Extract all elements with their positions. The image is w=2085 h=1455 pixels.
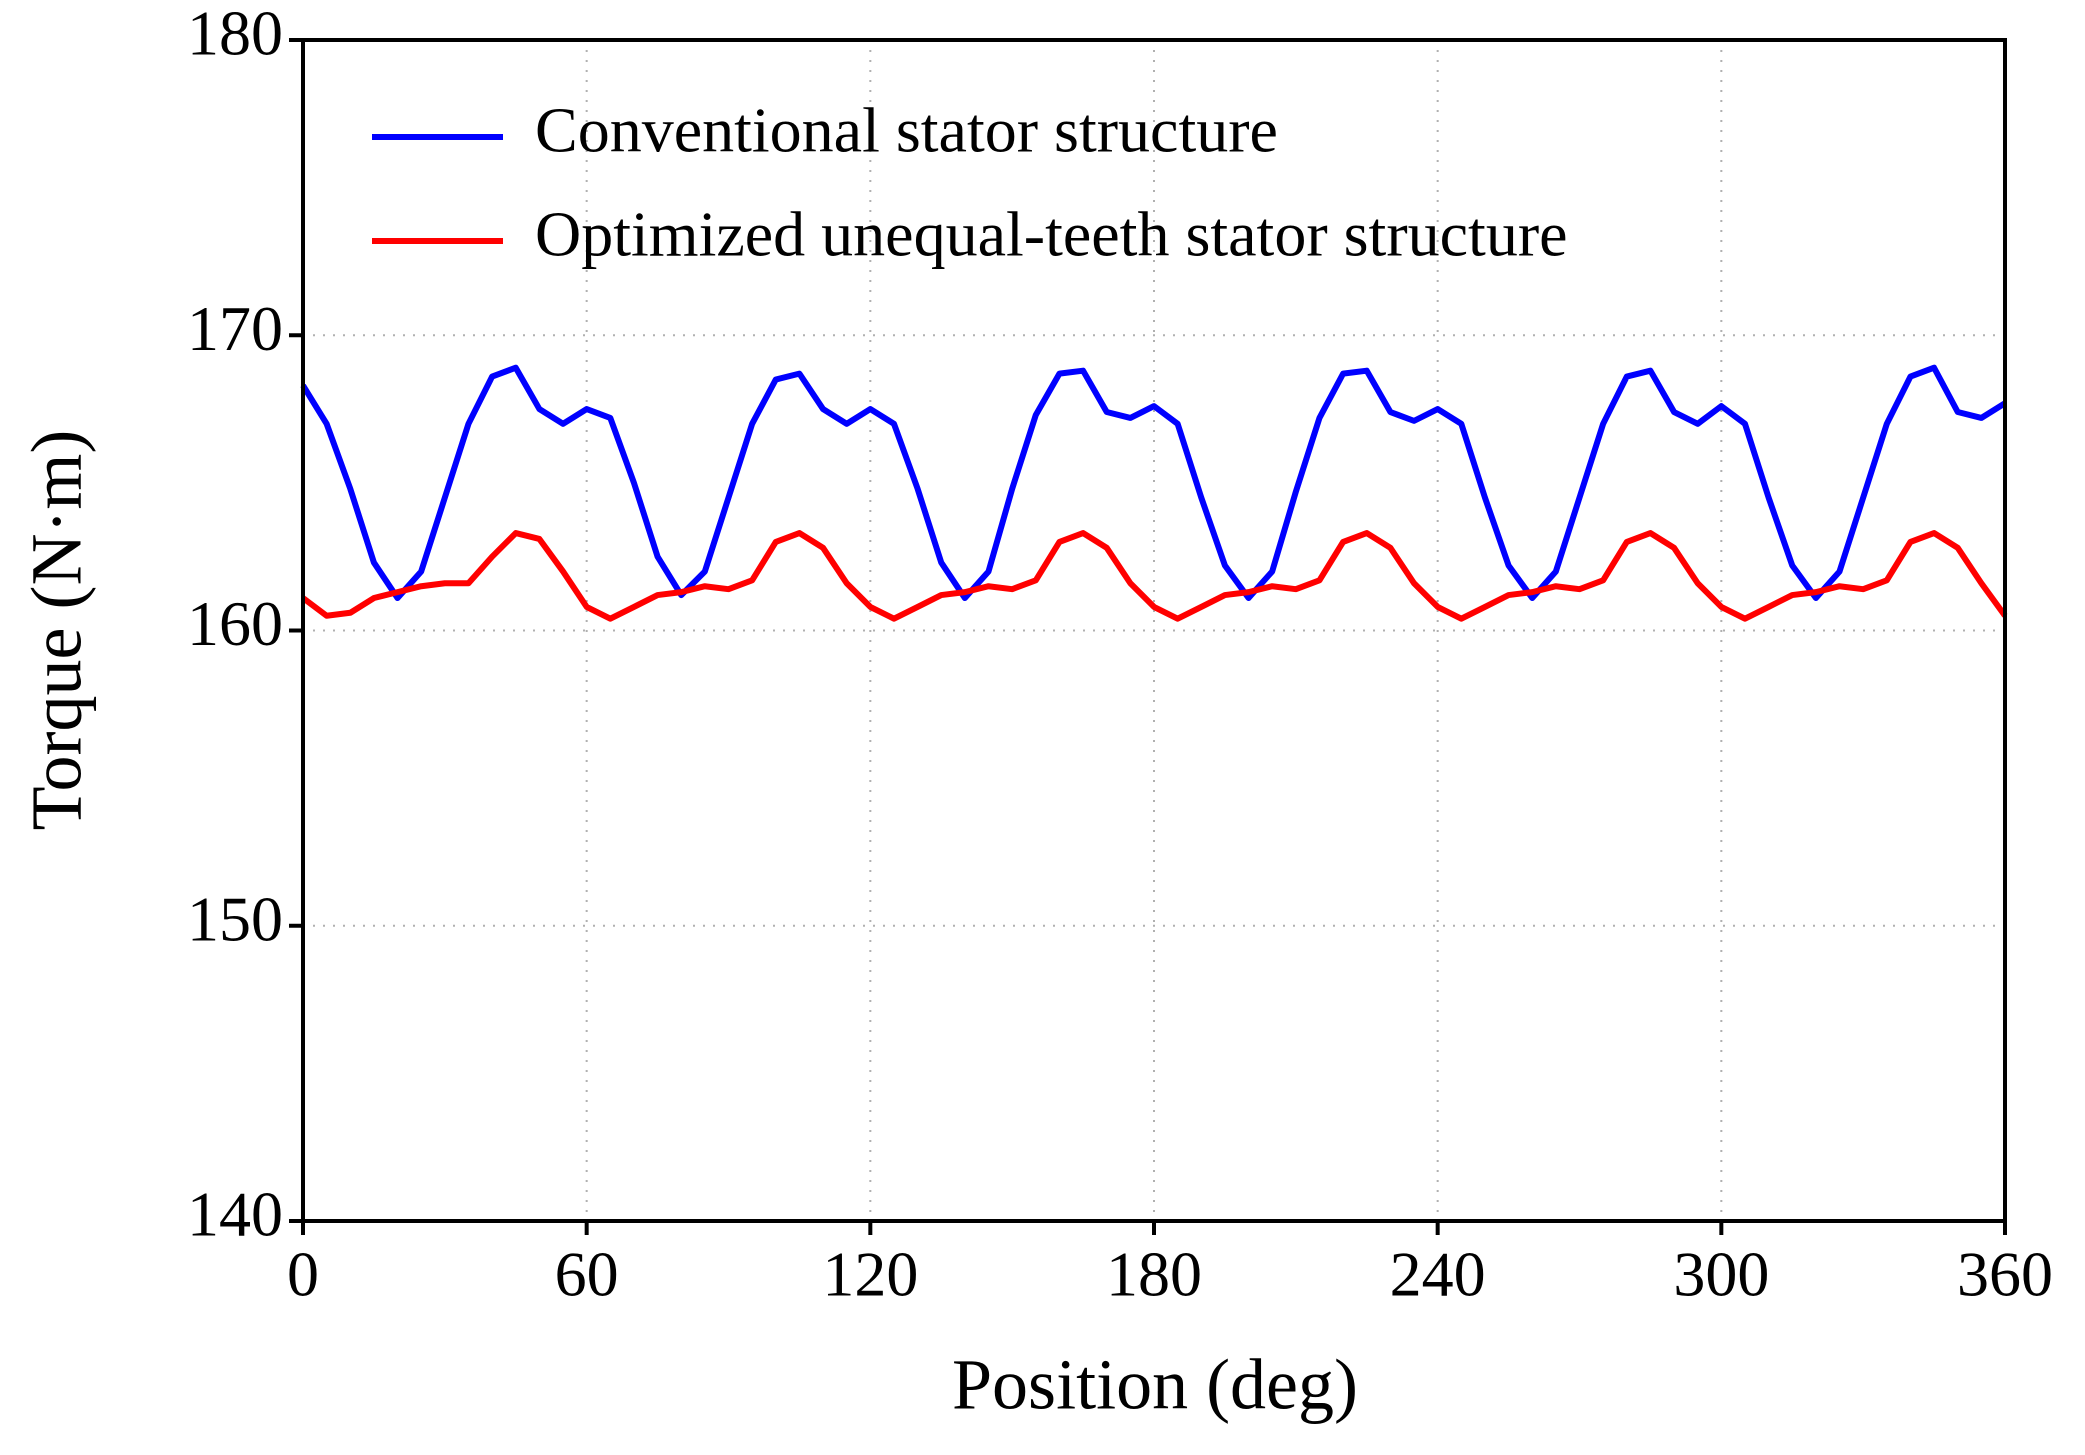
y-tick-label: 160 (187, 588, 283, 659)
x-tick-label: 0 (287, 1239, 319, 1310)
line-series (300, 364, 2007, 602)
legend-label: Optimized unequal-teeth stator structure (535, 199, 1568, 270)
x-tick-label: 240 (1390, 1239, 1486, 1310)
x-axis-label: Position (deg) (952, 1345, 1358, 1425)
x-tick-label: 60 (555, 1239, 619, 1310)
y-tick-label: 170 (187, 293, 283, 364)
y-tick-label: 140 (187, 1179, 283, 1250)
x-tick-label: 300 (1673, 1239, 1769, 1310)
y-tick-label: 150 (187, 883, 283, 954)
x-tick-label: 120 (822, 1239, 918, 1310)
plot-frame (301, 38, 2007, 1223)
line-series (301, 530, 2008, 622)
legend-label: Conventional stator structure (535, 95, 1278, 166)
x-tick-label: 180 (1106, 1239, 1202, 1310)
y-tick-label: 180 (187, 0, 283, 69)
y-axis-label: Torque (N·m) (17, 430, 97, 831)
x-tick-label: 360 (1957, 1239, 2053, 1310)
